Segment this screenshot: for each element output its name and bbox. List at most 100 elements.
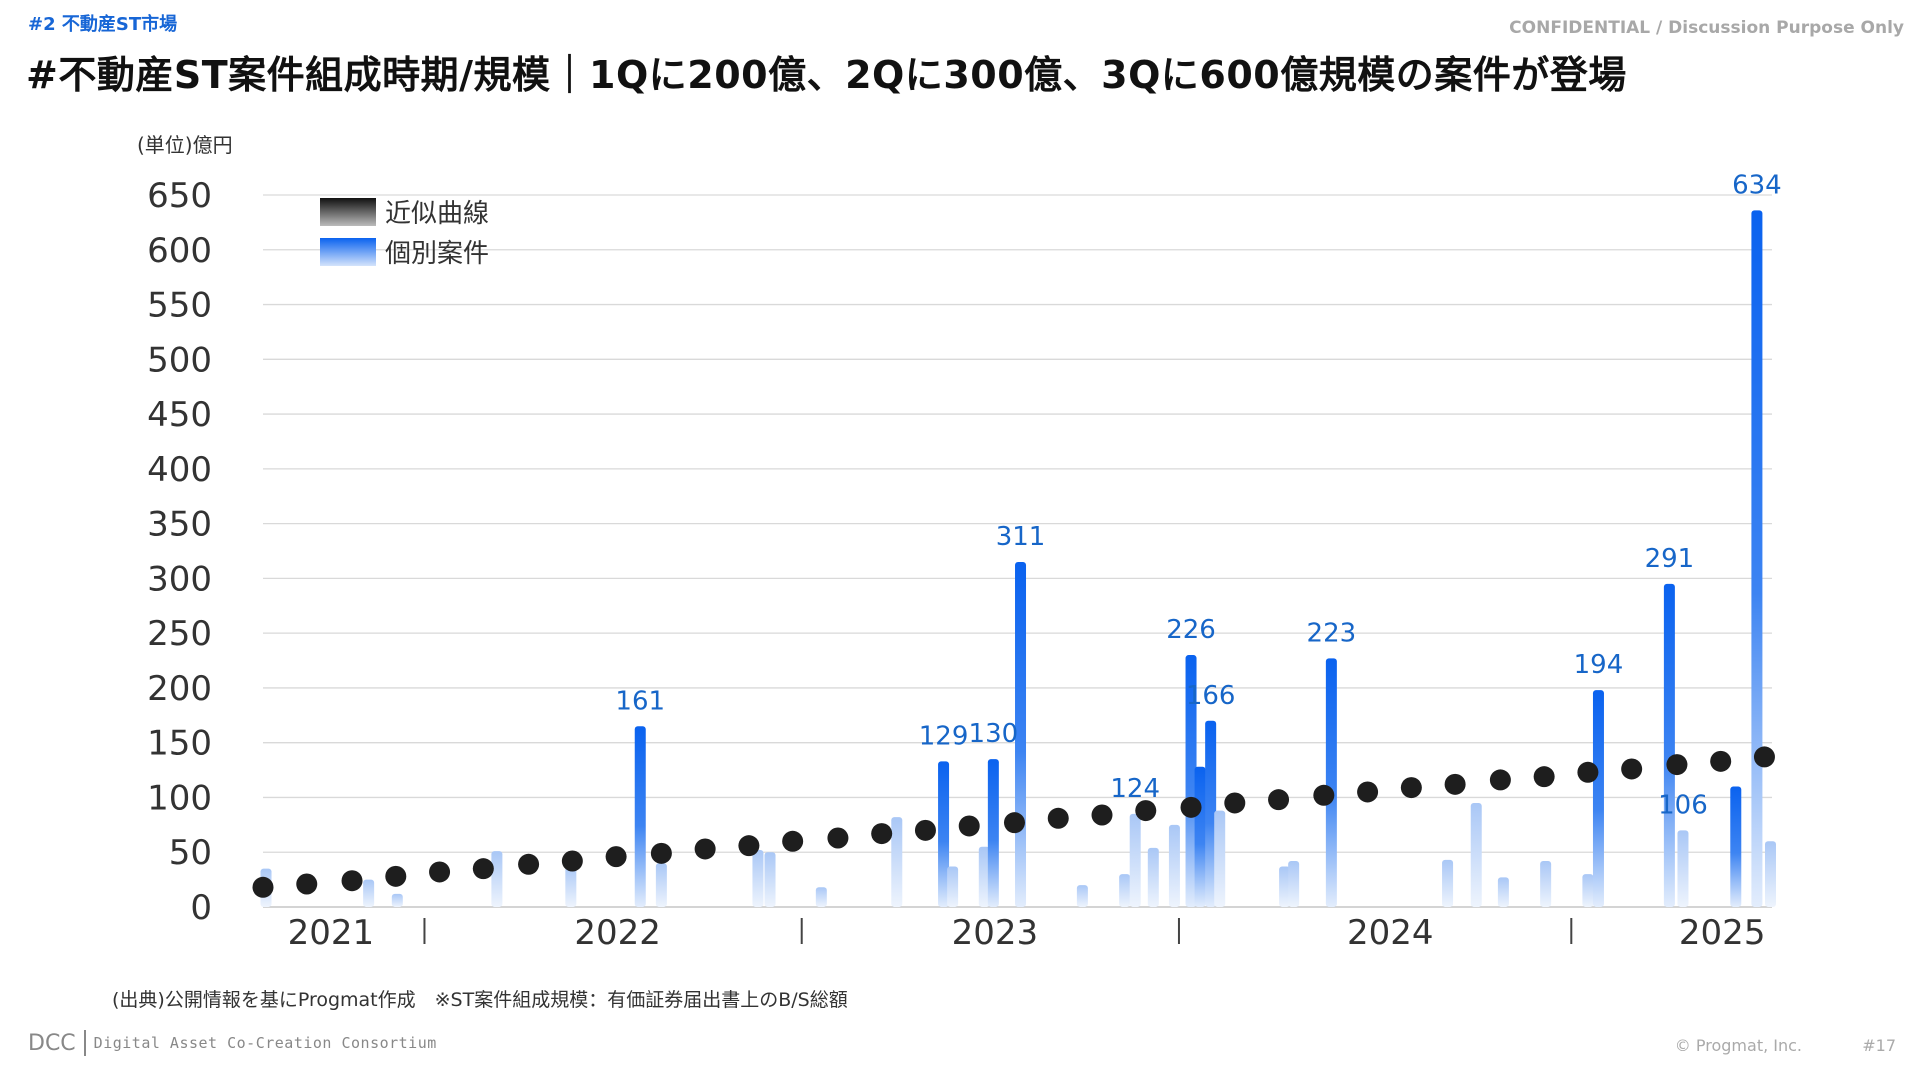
y-tick-label: 250 <box>147 614 212 654</box>
bar-value-label: 161 <box>615 686 665 716</box>
x-year-label: 2022 <box>574 913 661 953</box>
bar <box>1730 786 1742 907</box>
trend-point <box>561 850 583 872</box>
legend-swatch <box>320 238 376 266</box>
bar <box>1147 847 1159 907</box>
bar <box>1663 583 1675 907</box>
bar <box>1442 859 1454 907</box>
trend-point <box>1224 792 1246 814</box>
y-tick-label: 150 <box>147 724 212 764</box>
trend-point <box>1533 766 1555 788</box>
trend-point <box>1268 789 1290 811</box>
bar <box>752 850 764 907</box>
logo-divider <box>83 1030 86 1056</box>
y-tick-label: 200 <box>147 669 212 709</box>
bar <box>1677 830 1689 907</box>
y-tick-label: 500 <box>147 340 212 380</box>
trend-point <box>782 830 804 852</box>
y-tick-label: 50 <box>169 833 212 873</box>
bar <box>987 759 999 907</box>
y-tick-label: 600 <box>147 231 212 271</box>
y-unit-label: (単位)億円 <box>137 133 233 157</box>
trend-point <box>1710 750 1732 772</box>
bar <box>1540 860 1552 907</box>
trend-point <box>518 853 540 875</box>
page-number: #17 <box>1862 1036 1896 1055</box>
trend-point <box>1666 754 1688 776</box>
y-tick-label: 0 <box>190 888 212 928</box>
bar-value-label: 124 <box>1110 774 1160 804</box>
bar <box>891 817 903 907</box>
trend-point <box>1091 804 1113 826</box>
bar <box>764 852 776 907</box>
y-tick-label: 100 <box>147 778 212 818</box>
bar-value-label: 311 <box>996 522 1046 552</box>
page-title: #不動産ST案件組成時期/規模｜1Qに200億、2Qに300億、3Qに600億規… <box>26 53 1627 97</box>
copyright: © Progmat, Inc. <box>1674 1036 1802 1055</box>
trend-point <box>252 876 274 898</box>
trend-point <box>1047 807 1069 829</box>
trend-point <box>958 815 980 837</box>
trend-point <box>1313 784 1335 806</box>
bar <box>1168 824 1180 907</box>
bar-value-label: 106 <box>1658 790 1708 820</box>
trend-point <box>1489 769 1511 791</box>
bar-value-label: 129 <box>919 721 969 751</box>
bar <box>938 761 950 907</box>
bar-value-label: 291 <box>1645 544 1695 574</box>
legend-label: 個別案件 <box>385 239 489 269</box>
bar <box>655 863 667 907</box>
trend-point <box>1621 758 1643 780</box>
bar <box>1288 860 1300 907</box>
y-tick-label: 350 <box>147 505 212 545</box>
bar <box>1279 866 1291 907</box>
bar <box>391 893 403 907</box>
bar <box>947 866 959 907</box>
trend-point <box>1753 746 1775 768</box>
trend-point <box>650 842 672 864</box>
y-tick-label: 400 <box>147 450 212 490</box>
trend-point <box>1400 777 1422 799</box>
bar <box>1592 690 1604 907</box>
bar <box>1470 802 1482 907</box>
bar <box>1129 813 1141 907</box>
trend-point <box>1135 800 1157 822</box>
bar <box>1205 720 1217 907</box>
trend-point <box>1180 796 1202 818</box>
bar <box>1325 658 1337 907</box>
source-note: (出典)公開情報を基にProgmat作成 ※ST案件組成規模：有価証券届出書上の… <box>112 989 848 1011</box>
bar-value-label: 226 <box>1166 615 1216 645</box>
x-year-label: 2025 <box>1679 913 1766 953</box>
trend-point <box>296 873 318 895</box>
bar <box>1751 210 1763 907</box>
trend-point <box>871 823 893 845</box>
bar-value-label: 223 <box>1307 618 1357 648</box>
bar <box>978 846 990 907</box>
x-year-label: 2023 <box>952 913 1039 953</box>
bar-value-label: 130 <box>969 719 1019 749</box>
bar <box>1194 766 1206 907</box>
bar-value-label: 166 <box>1186 681 1236 711</box>
trend-point <box>914 819 936 841</box>
bar-chart: 050100150200250300350400450500550600650 … <box>137 133 1782 953</box>
y-tick-label: 650 <box>147 176 212 216</box>
bar <box>1497 877 1509 907</box>
bar <box>1764 841 1776 907</box>
trend-point <box>341 870 363 892</box>
confidential-notice: CONFIDENTIAL / Discussion Purpose Only <box>1509 18 1904 38</box>
trend-point <box>694 838 716 860</box>
bar <box>634 726 646 907</box>
bar <box>1119 874 1131 907</box>
bar <box>491 851 503 907</box>
x-year-label: 2021 <box>288 913 375 953</box>
trend-point <box>1357 781 1379 803</box>
bar <box>1214 810 1226 907</box>
bar <box>363 879 375 907</box>
y-tick-label: 550 <box>147 286 212 326</box>
trend-point <box>1577 761 1599 783</box>
bar <box>815 887 827 907</box>
trend-point <box>385 865 407 887</box>
legend-swatch <box>320 198 376 226</box>
bar-value-label: 194 <box>1574 650 1624 680</box>
x-year-label: 2024 <box>1347 913 1434 953</box>
